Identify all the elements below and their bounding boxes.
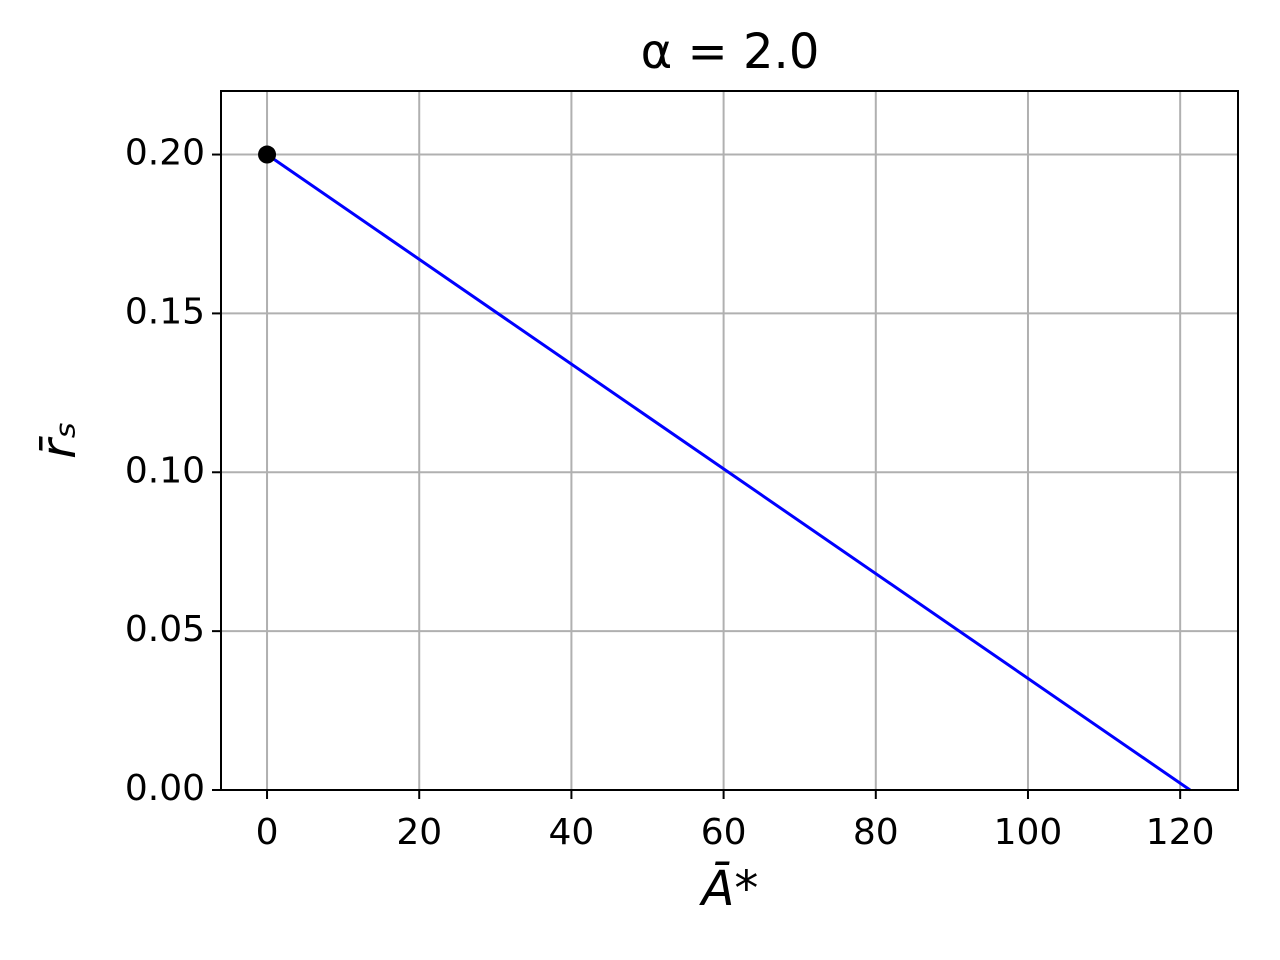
y-tick-label: 0.05 bbox=[125, 609, 205, 650]
chart-title: α = 2.0 bbox=[641, 24, 820, 80]
x-tick-label: 120 bbox=[1146, 812, 1215, 853]
y-tick-label: 0.15 bbox=[125, 291, 205, 332]
x-axis-label: Ā* bbox=[699, 861, 759, 917]
data-line bbox=[266, 153, 1191, 792]
x-tick-label: 80 bbox=[853, 812, 899, 853]
data-point bbox=[258, 145, 277, 164]
y-tick-label: 0.10 bbox=[125, 450, 205, 491]
x-tick-label: 40 bbox=[549, 812, 595, 853]
x-tick-label: 100 bbox=[994, 812, 1063, 853]
x-tick-label: 0 bbox=[256, 812, 279, 853]
y-axis-label: r̄ₛ bbox=[31, 421, 87, 459]
plot-frame bbox=[220, 90, 1239, 791]
y-tick-label: 0.20 bbox=[125, 133, 205, 174]
y-tick-label: 0.00 bbox=[125, 768, 205, 809]
x-tick-label: 20 bbox=[396, 812, 442, 853]
x-tick-label: 60 bbox=[701, 812, 747, 853]
